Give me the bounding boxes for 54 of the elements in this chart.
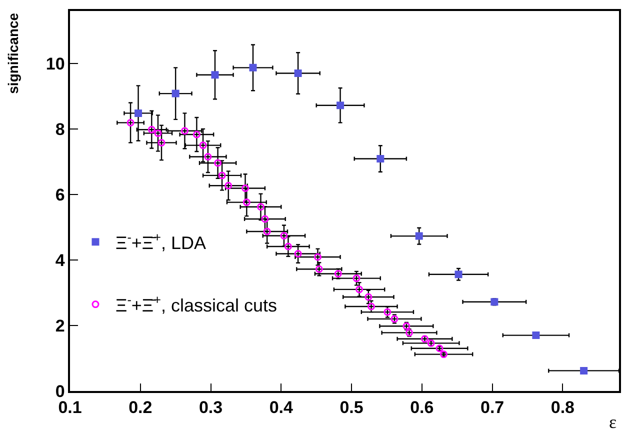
point [336, 102, 344, 110]
legend-label: Ξ$^{-}$+Ξ̄$^{+}$, classical cuts [115, 292, 278, 316]
y-tick-label: 6 [55, 185, 65, 204]
point [134, 109, 142, 117]
point [242, 198, 250, 206]
y-tick-label: 8 [55, 120, 65, 139]
point [532, 332, 540, 340]
legend-label: Ξ$^{-}$+Ξ̄$^{+}$, LDA [115, 230, 206, 253]
point [256, 203, 264, 211]
x-tick-label: 0.4 [269, 398, 294, 418]
point [218, 172, 226, 180]
point [154, 129, 162, 137]
point [314, 253, 322, 261]
y-tick-label: 10 [46, 54, 65, 74]
point [294, 250, 302, 258]
point [199, 142, 207, 150]
x-tick-label: 0.2 [128, 398, 152, 418]
y-axis-title: significance [4, 12, 21, 94]
point [580, 366, 588, 374]
point [249, 64, 257, 72]
point [364, 293, 372, 301]
x-tick-label: 0.8 [550, 398, 575, 418]
point [415, 232, 423, 240]
point [263, 228, 271, 236]
point [454, 270, 462, 278]
point [192, 130, 200, 138]
point [261, 215, 269, 223]
point [315, 265, 323, 273]
point [224, 182, 232, 190]
point [352, 274, 360, 282]
y-tick-label: 2 [55, 316, 65, 336]
point [280, 232, 288, 240]
y-tick-label: 0 [55, 382, 65, 401]
y-tick-label: 4 [55, 250, 66, 270]
x-tick-label: 0.3 [198, 398, 223, 418]
point [204, 153, 212, 161]
x-axis-title: ε [609, 412, 617, 432]
point [294, 69, 302, 77]
point [356, 286, 364, 294]
point [148, 126, 156, 134]
point [180, 127, 188, 135]
point [214, 159, 222, 167]
x-tick-label: 0.7 [480, 398, 504, 418]
x-tick-label: 0.6 [410, 398, 434, 418]
point [368, 302, 375, 310]
x-tick-label: 0.5 [340, 398, 364, 418]
x-tick-label: 0.1 [58, 398, 82, 418]
point [376, 154, 384, 162]
point [126, 118, 134, 126]
point [284, 242, 292, 250]
point [211, 71, 219, 79]
point [242, 184, 250, 192]
point [172, 90, 180, 98]
point [158, 138, 166, 146]
